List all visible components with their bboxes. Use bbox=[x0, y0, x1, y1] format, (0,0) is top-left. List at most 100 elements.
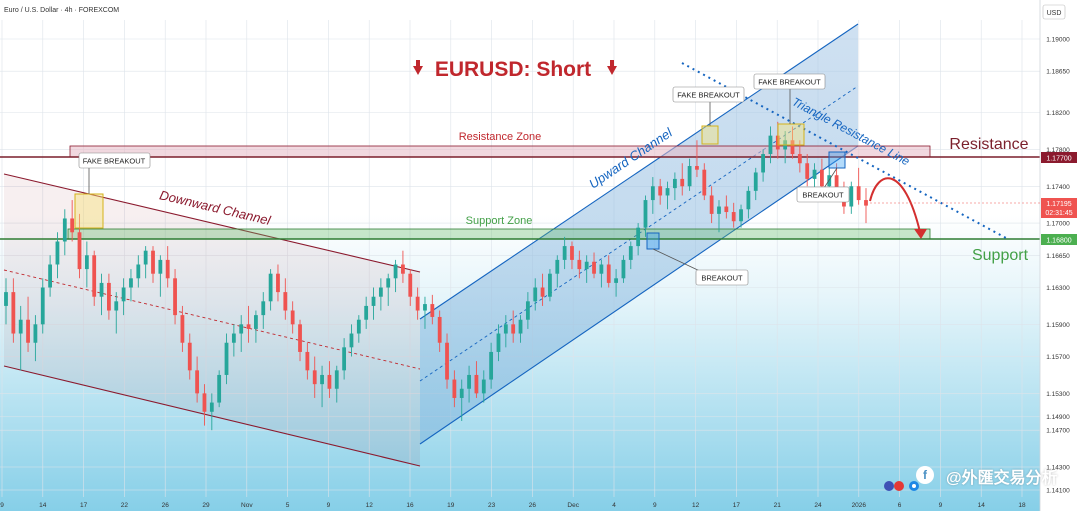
y-tick-label: 1.16650 bbox=[1046, 253, 1070, 260]
candle bbox=[401, 250, 405, 283]
candle bbox=[173, 269, 177, 325]
x-tick-label: 2026 bbox=[852, 502, 867, 509]
x-tick-label: 14 bbox=[978, 502, 986, 509]
down-arrow-icon bbox=[607, 66, 617, 75]
candle bbox=[790, 126, 795, 159]
candle bbox=[731, 202, 736, 228]
candle bbox=[312, 356, 317, 398]
fake-breakout-box bbox=[701, 125, 719, 145]
candle-body bbox=[415, 296, 420, 311]
x-tick-label: Dec bbox=[567, 502, 579, 509]
price-tag-text: 1.17195 bbox=[1046, 201, 1071, 208]
support-zone-label: Support Zone bbox=[466, 215, 533, 227]
candle-body bbox=[246, 324, 251, 329]
candle-body bbox=[533, 287, 538, 302]
candle-body bbox=[753, 172, 758, 191]
candle-body bbox=[599, 264, 604, 274]
candle-body bbox=[819, 169, 824, 187]
candle-body bbox=[614, 278, 618, 283]
chart-title-group: EURUSD: Short bbox=[413, 58, 617, 81]
candle-body bbox=[173, 278, 177, 316]
callout-text: FAKE BREAKOUT bbox=[677, 91, 740, 100]
candle bbox=[687, 158, 692, 191]
watermark-text: @外匯交易分析 bbox=[946, 470, 1058, 487]
callout-text: BREAKOUT bbox=[802, 191, 844, 200]
candle bbox=[459, 379, 464, 421]
candle-body bbox=[724, 206, 729, 213]
candle-body bbox=[834, 175, 839, 191]
breakout-box bbox=[828, 151, 846, 169]
candle bbox=[371, 287, 376, 320]
candle-body bbox=[570, 246, 574, 260]
candle bbox=[489, 342, 494, 389]
x-tick-label: 9 bbox=[939, 502, 943, 509]
candle bbox=[26, 296, 30, 352]
callout-text: BREAKOUT bbox=[701, 274, 743, 283]
price-axis: 1.19000 1.18650 1.18200 1.17800 1.17400 1.170… bbox=[1039, 0, 1080, 511]
candle-body bbox=[680, 178, 685, 187]
candle-body bbox=[283, 292, 288, 311]
x-tick-label: 9 bbox=[327, 502, 331, 509]
candle bbox=[283, 278, 288, 320]
candle bbox=[393, 259, 398, 293]
callout-breakout-1: BREAKOUT bbox=[695, 269, 749, 286]
candle-body bbox=[768, 135, 773, 155]
y-tick-label: 1.18200 bbox=[1046, 110, 1070, 117]
candle-body bbox=[481, 379, 486, 394]
grid-lines bbox=[0, 20, 1040, 497]
candle bbox=[70, 200, 75, 242]
x-tick-label: 6 bbox=[898, 502, 902, 509]
candle-body bbox=[827, 175, 832, 187]
callout-text: FAKE BREAKOUT bbox=[83, 157, 146, 166]
candlestick-series bbox=[4, 121, 868, 431]
candle bbox=[342, 338, 347, 380]
candle-body bbox=[92, 255, 97, 297]
candle-body bbox=[195, 370, 200, 394]
arrow-head-icon bbox=[914, 229, 927, 239]
candle-body bbox=[621, 259, 626, 279]
candle bbox=[195, 356, 200, 403]
candle-body bbox=[423, 304, 427, 311]
candle-body bbox=[129, 278, 133, 288]
candle bbox=[503, 315, 508, 348]
candle-body bbox=[628, 246, 633, 260]
candle-body bbox=[180, 315, 185, 343]
candle-body bbox=[386, 278, 391, 288]
currency-badge: USD bbox=[1047, 10, 1062, 17]
candle bbox=[268, 269, 273, 311]
candle-body bbox=[525, 301, 530, 320]
candle-body bbox=[548, 273, 552, 297]
candle bbox=[717, 200, 721, 233]
candle-body bbox=[687, 166, 692, 187]
currency-badge-box bbox=[1042, 4, 1066, 20]
callout-fake-breakout-2: FAKE BREAKOUT bbox=[672, 86, 745, 103]
candle bbox=[724, 195, 729, 219]
candle bbox=[349, 324, 354, 357]
candle bbox=[261, 292, 266, 329]
time-axis: 9 14 17 22 26 29 Nov 5 9 12 16 19 23 26 Dec 4 9 12 17 21 24 2… bbox=[0, 502, 1026, 509]
candle-body bbox=[298, 324, 302, 352]
candle-body bbox=[11, 292, 16, 334]
candle-body bbox=[496, 333, 501, 352]
candle-body bbox=[555, 259, 560, 274]
price-tag-current: 1.17195 02:31:45 bbox=[1041, 198, 1077, 218]
candle-body bbox=[239, 324, 244, 334]
price-tag-resistance: 1.17700 bbox=[1041, 152, 1077, 163]
candle bbox=[533, 278, 538, 311]
x-tick-label: 12 bbox=[366, 502, 374, 509]
y-tick-label: 1.18650 bbox=[1046, 69, 1070, 76]
candle-body bbox=[797, 154, 802, 164]
candle bbox=[702, 163, 707, 201]
breakout-box bbox=[646, 232, 660, 250]
candle-body bbox=[643, 200, 648, 228]
candle bbox=[136, 255, 141, 288]
candle bbox=[298, 319, 302, 362]
candle-body bbox=[305, 351, 310, 371]
candle-body bbox=[467, 374, 471, 389]
candle bbox=[158, 255, 163, 297]
y-tick-label: 1.14300 bbox=[1046, 464, 1070, 471]
candle-body bbox=[70, 218, 75, 233]
candle-body bbox=[540, 287, 545, 297]
candle-body bbox=[276, 273, 280, 293]
